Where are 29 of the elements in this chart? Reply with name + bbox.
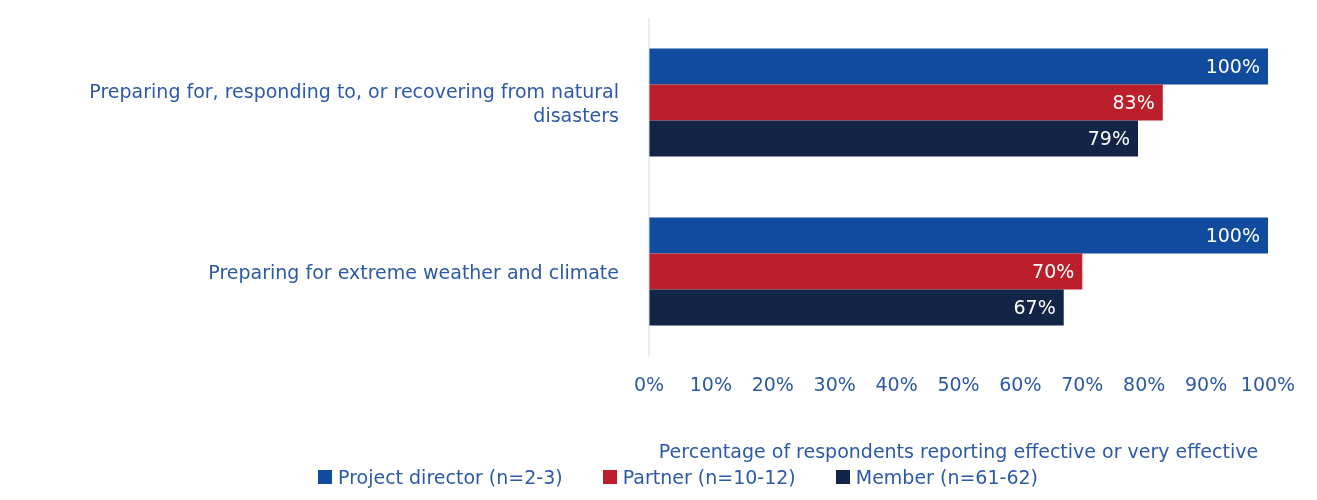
y-tick-label: Preparing for extreme weather and climate bbox=[208, 260, 619, 283]
x-tick-label: 30% bbox=[813, 373, 856, 396]
legend-label: Member (n=61-62) bbox=[854, 466, 1038, 488]
x-tick-label: 70% bbox=[1061, 373, 1104, 396]
data-label: 67% bbox=[1013, 296, 1056, 319]
bar bbox=[649, 217, 1268, 254]
x-tick-label: 60% bbox=[999, 373, 1042, 396]
data-label: 100% bbox=[1205, 224, 1260, 247]
x-tick-label: 100% bbox=[1240, 373, 1296, 396]
data-label: 100% bbox=[1205, 55, 1260, 78]
data-label: 83% bbox=[1112, 91, 1155, 114]
x-tick-label: 20% bbox=[751, 373, 794, 396]
legend-label: Partner (n=10-12) bbox=[621, 466, 796, 488]
x-tick-label: 0% bbox=[633, 373, 665, 396]
legend-label: Project director (n=2-3) bbox=[337, 466, 563, 488]
data-label: 79% bbox=[1087, 127, 1131, 150]
bar bbox=[649, 48, 1268, 85]
data-label: 70% bbox=[1032, 260, 1075, 283]
bar bbox=[649, 289, 1064, 326]
x-tick-label: 50% bbox=[937, 373, 980, 396]
x-axis-title: Percentage of respondents reporting effective or very effective bbox=[658, 440, 1259, 462]
x-tick-label: 10% bbox=[689, 373, 733, 396]
x-tick-label: 40% bbox=[875, 373, 918, 396]
bar bbox=[649, 120, 1139, 157]
bar bbox=[649, 84, 1163, 121]
x-tick-label: 80% bbox=[1123, 373, 1166, 396]
y-tick-label: Preparing for, responding to, or recovering from natural disasters bbox=[89, 79, 619, 126]
bar bbox=[649, 253, 1083, 290]
x-tick-label: 90% bbox=[1184, 373, 1228, 396]
